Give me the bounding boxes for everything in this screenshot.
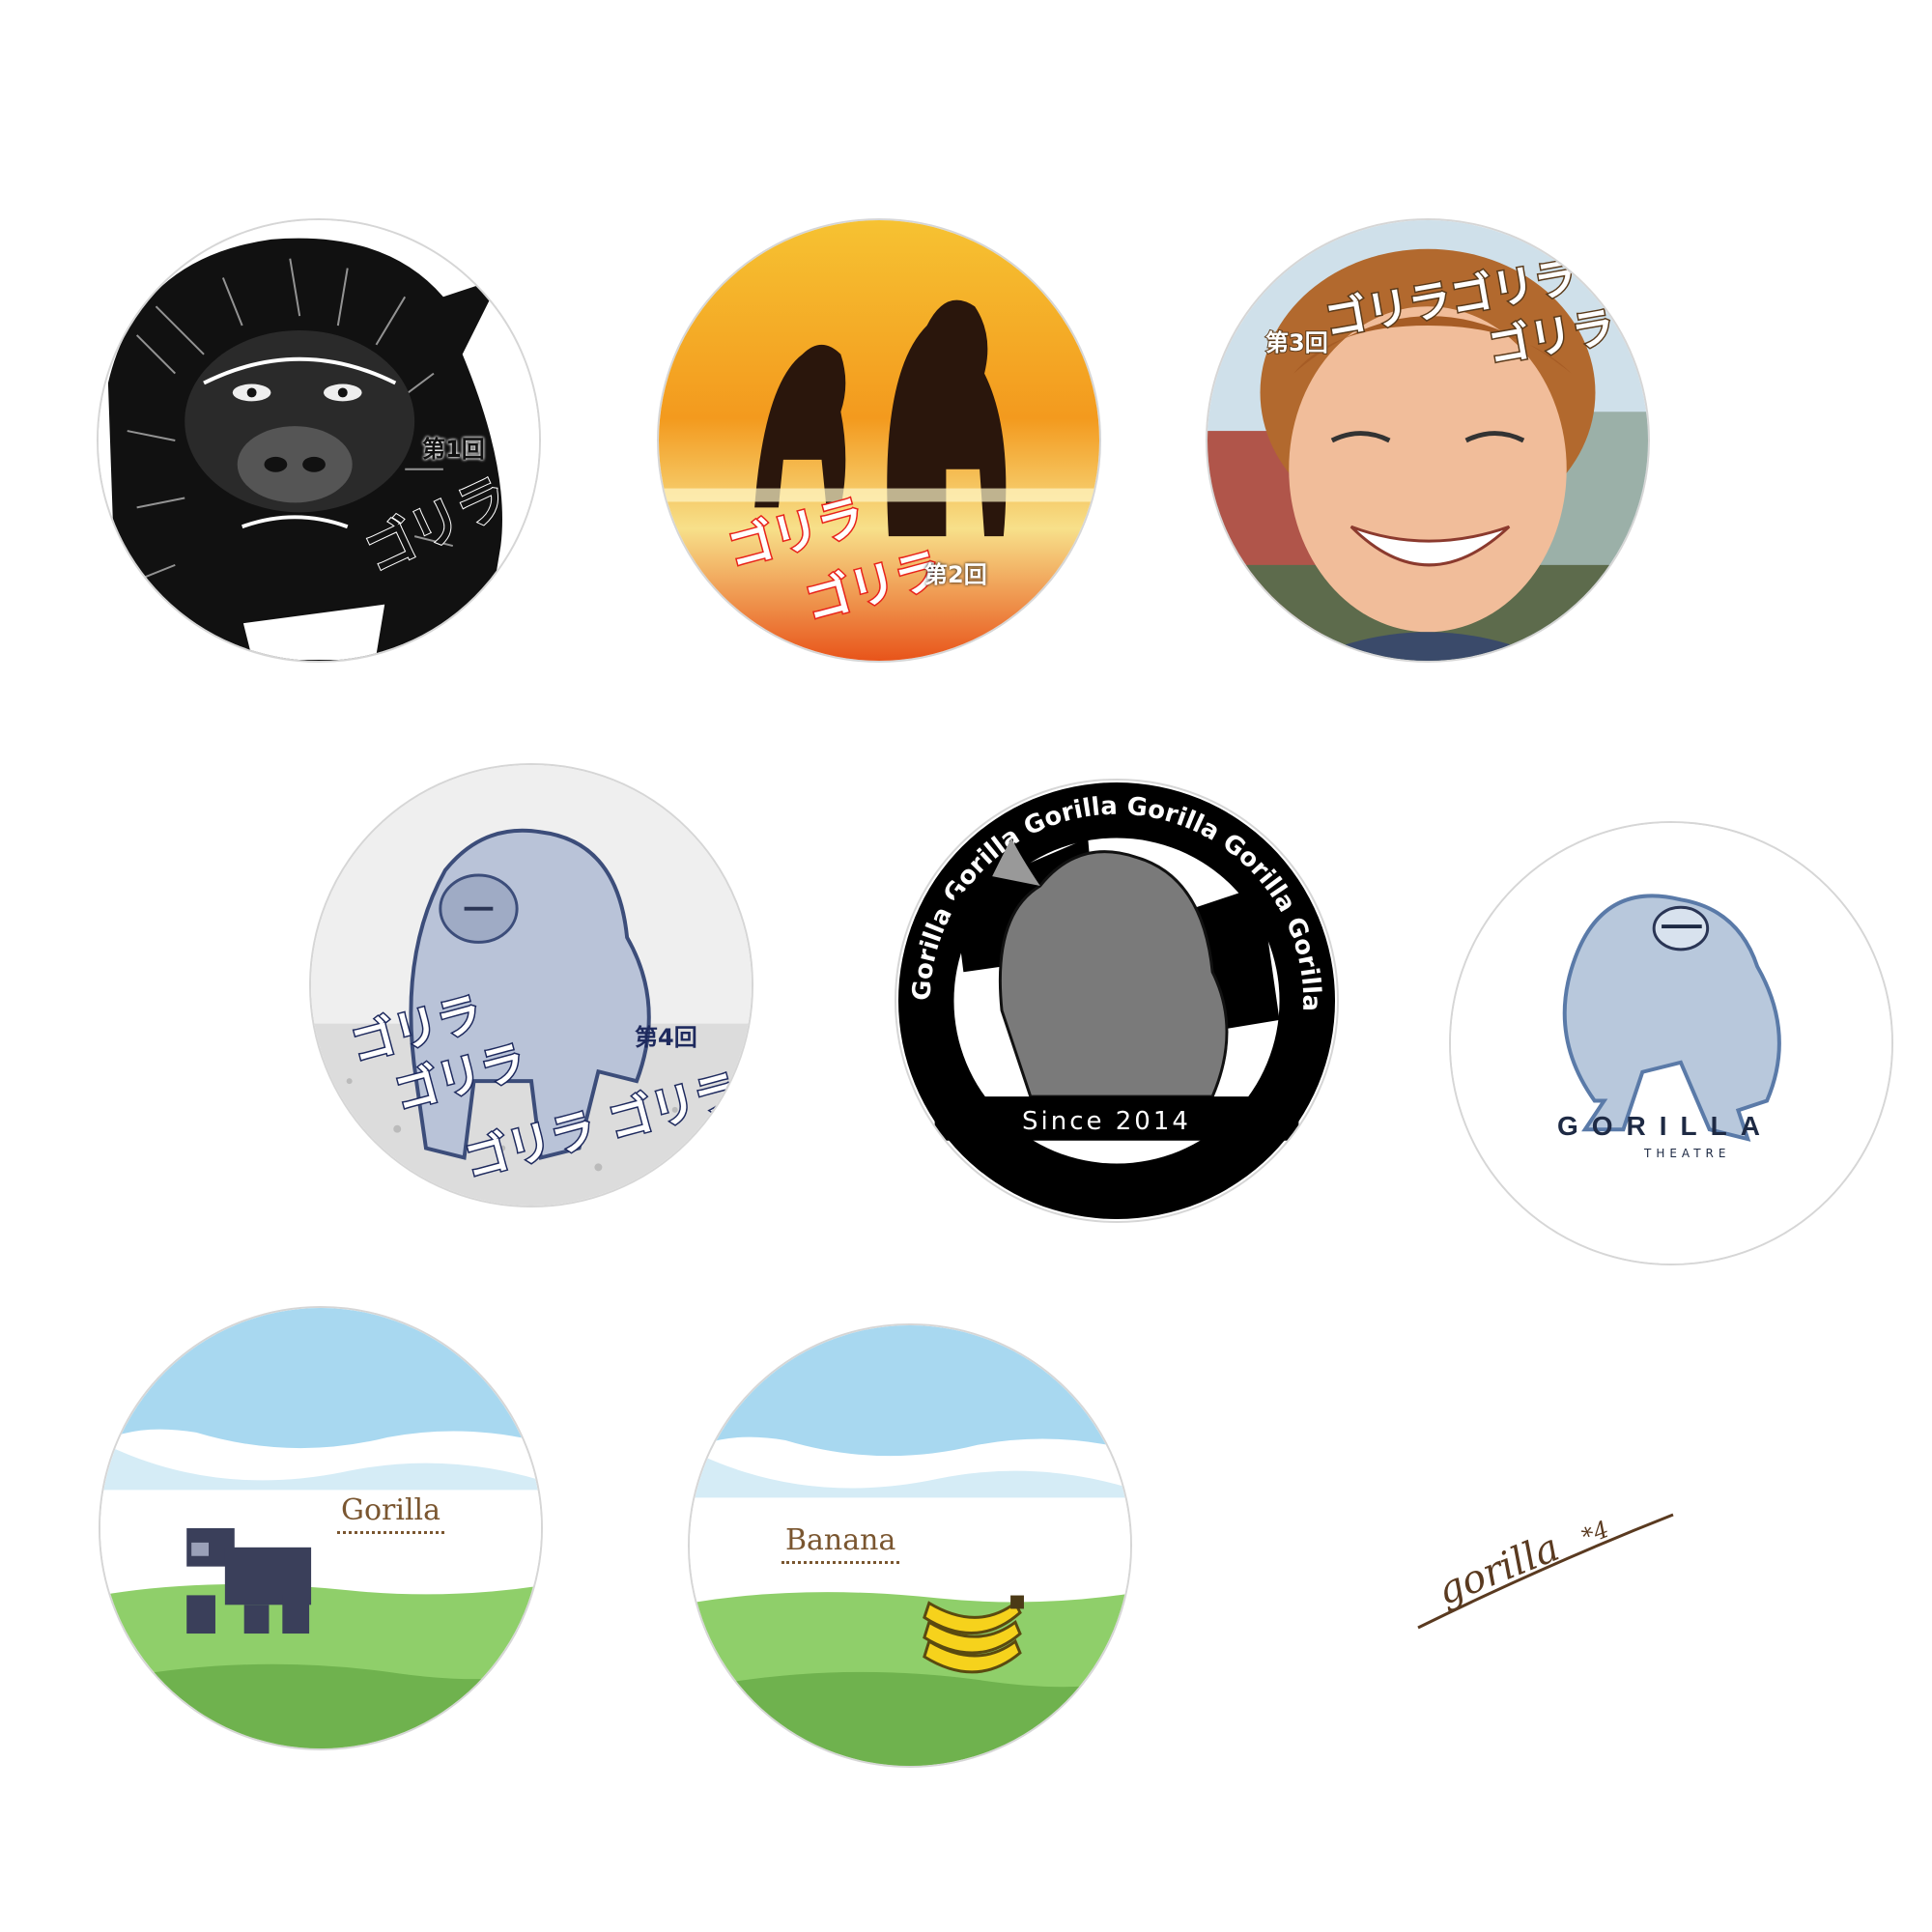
round-label: 第2回 — [924, 561, 987, 588]
badge-round-3[interactable]: 第3回 ゴリラゴリラ ゴリラ — [1206, 218, 1650, 663]
sunset-silhouette-illustration — [659, 220, 1099, 661]
badge-round-2[interactable]: ゴリラ ゴリラ 第2回 — [657, 218, 1101, 663]
badge-round-4[interactable]: ゴリラ ゴリラ ゴリラ ゴリラ 第4回 — [309, 763, 753, 1208]
round-label: 第1回 — [422, 436, 485, 463]
since-label: Since 2014 — [1022, 1107, 1191, 1136]
badge-round-5[interactable]: Gorilla Gorilla Gorilla Gorilla Gorilla … — [895, 779, 1339, 1223]
pixel-landscape-banana — [690, 1325, 1130, 1766]
ink-gorilla-illustration — [311, 765, 752, 1206]
round-label: 第3回 — [1264, 329, 1329, 356]
badge-banana[interactable]: Banana — [688, 1323, 1132, 1768]
pixel-landscape-gorilla — [100, 1308, 541, 1748]
round-label: 第4回 — [635, 1024, 697, 1051]
brand-sub: THEATRE — [1644, 1147, 1731, 1160]
gorilla-theatre-illustration — [1451, 823, 1891, 1264]
brand-name: GORILLA — [1557, 1111, 1774, 1141]
signature-swoosh — [1417, 1513, 1674, 1630]
badge-pixel-gorilla[interactable]: Gorilla — [99, 1306, 543, 1750]
badge-round-1[interactable]: 第1回 ゴリラ — [97, 218, 541, 663]
badge-label: Gorilla — [337, 1496, 445, 1534]
gorilla-sketch-illustration — [99, 220, 539, 661]
ring-logo-illustration: Gorilla Gorilla Gorilla Gorilla Gorilla … — [897, 781, 1336, 1220]
signature: gorilla *4 — [1410, 1497, 1681, 1642]
portrait-photo — [1208, 220, 1648, 661]
badge-theatre[interactable]: GORILLA THEATRE — [1449, 821, 1893, 1265]
badge-label: Banana — [781, 1526, 900, 1564]
